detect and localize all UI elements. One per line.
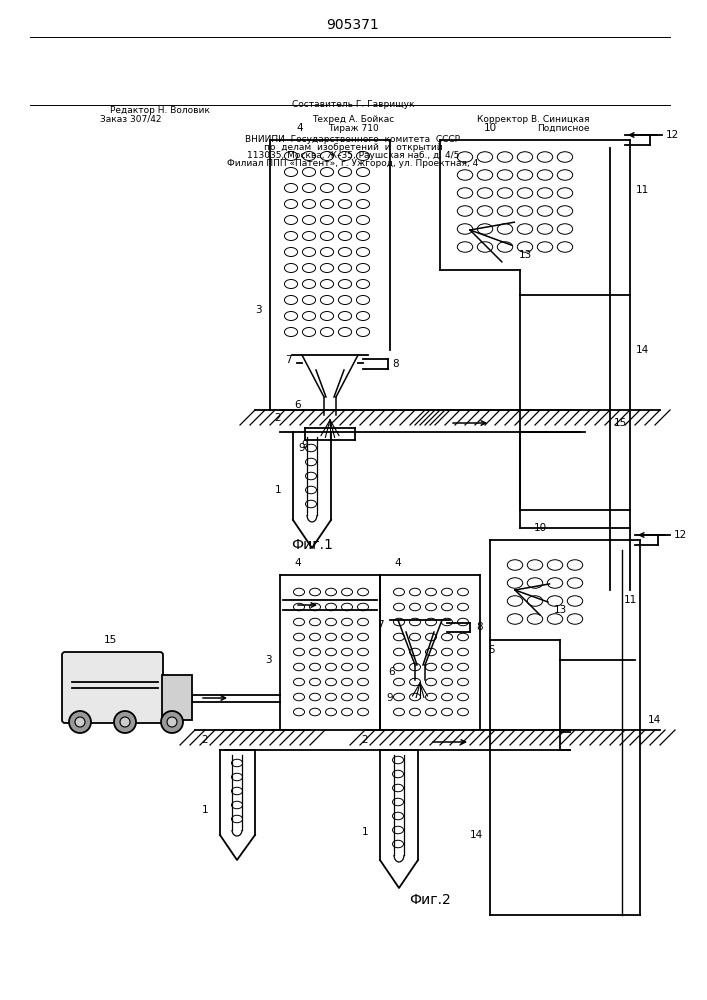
Text: Корректор В. Синицкая: Корректор В. Синицкая <box>477 115 590 124</box>
Text: 14: 14 <box>648 715 660 725</box>
Text: 14: 14 <box>469 830 483 840</box>
Text: 7: 7 <box>377 620 383 630</box>
Circle shape <box>114 711 136 733</box>
Text: 1: 1 <box>275 485 281 495</box>
Text: 8: 8 <box>477 622 484 632</box>
Circle shape <box>75 717 85 727</box>
Text: 113035, Москва, Ж–35, Раушская наб., д. 4/5: 113035, Москва, Ж–35, Раушская наб., д. … <box>247 151 459 160</box>
Circle shape <box>69 711 91 733</box>
Text: 13: 13 <box>554 605 566 615</box>
Text: Редактор Н. Воловик: Редактор Н. Воловик <box>110 106 210 115</box>
Text: 11: 11 <box>636 185 648 195</box>
Text: Техред А. Бойкас: Техред А. Бойкас <box>312 115 394 124</box>
Circle shape <box>167 717 177 727</box>
Text: 1: 1 <box>201 805 209 815</box>
Text: Заказ 307/42: Заказ 307/42 <box>100 115 161 124</box>
Text: 2: 2 <box>201 735 209 745</box>
Text: 15: 15 <box>614 418 626 428</box>
Text: 5: 5 <box>489 645 496 655</box>
Text: Составитель Г. Гаврищук: Составитель Г. Гаврищук <box>292 100 414 109</box>
Text: 9: 9 <box>302 440 308 450</box>
Circle shape <box>161 711 183 733</box>
Text: 3: 3 <box>255 305 262 315</box>
Text: 9: 9 <box>387 693 393 703</box>
Text: 3: 3 <box>264 655 271 665</box>
Text: 905371: 905371 <box>327 18 380 32</box>
Text: 13: 13 <box>518 250 532 260</box>
Text: 14: 14 <box>636 345 648 355</box>
Text: ВНИИПИ  Государственного  комитета  СССР: ВНИИПИ Государственного комитета СССР <box>245 135 460 144</box>
Text: Филиал ППП «Патент», г. Ужгород, ул. Проектная, 4: Филиал ППП «Патент», г. Ужгород, ул. Про… <box>228 159 479 168</box>
Text: 2: 2 <box>275 413 281 423</box>
Text: по  делам  изобретений  и  открытий: по делам изобретений и открытий <box>264 143 443 152</box>
Text: 4: 4 <box>295 558 301 568</box>
Text: 9: 9 <box>298 443 305 453</box>
Text: Фиг.1: Фиг.1 <box>291 538 333 552</box>
Circle shape <box>120 717 130 727</box>
Text: 1: 1 <box>362 827 368 837</box>
Text: 7: 7 <box>285 355 291 365</box>
Text: Тираж 710: Тираж 710 <box>327 124 378 133</box>
Text: 6: 6 <box>389 667 395 677</box>
Text: 8: 8 <box>392 359 399 369</box>
Text: 10: 10 <box>484 123 496 133</box>
Text: 6: 6 <box>295 400 301 410</box>
Text: 12: 12 <box>673 530 686 540</box>
Text: 15: 15 <box>103 635 117 645</box>
Text: 4: 4 <box>395 558 402 568</box>
Text: 2: 2 <box>362 735 368 745</box>
Bar <box>162 675 192 720</box>
Text: 11: 11 <box>624 595 636 605</box>
FancyBboxPatch shape <box>62 652 163 723</box>
Text: 12: 12 <box>665 130 679 140</box>
Text: 4: 4 <box>297 123 303 133</box>
Text: Фиг.2: Фиг.2 <box>409 893 451 907</box>
Text: Подписное: Подписное <box>537 124 590 133</box>
Text: 10: 10 <box>534 523 547 533</box>
